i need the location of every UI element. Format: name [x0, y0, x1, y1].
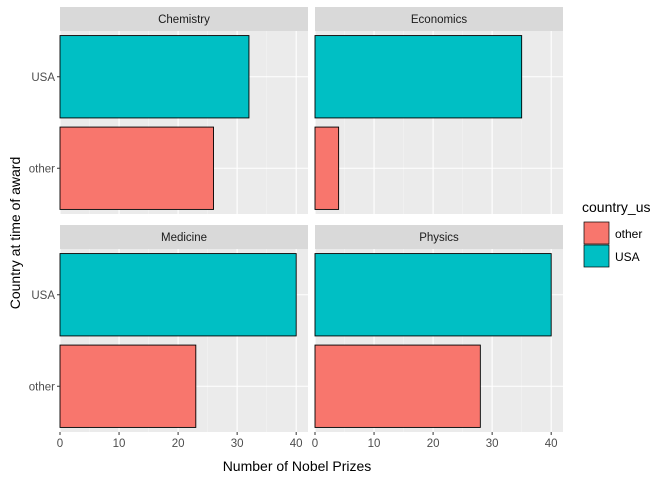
panel-chemistry: Chemistry — [59, 7, 308, 214]
x-axis-title: Number of Nobel Prizes — [223, 458, 372, 474]
y-tick-label: other — [29, 381, 55, 393]
panel-title: Physics — [419, 232, 459, 244]
bar-economics-other — [314, 126, 340, 210]
panel-physics: Physics — [314, 225, 563, 432]
x-tick-label: 30 — [486, 438, 499, 450]
bar-economics-usa — [314, 35, 523, 119]
bar-chemistry-other — [59, 126, 214, 210]
panel-economics: Economics — [314, 7, 563, 214]
legend-label-usa: USA — [615, 250, 640, 264]
panels-layer: Chemistry Economics Medicine Physics — [59, 7, 563, 432]
bar-medicine-other — [59, 344, 197, 428]
x-tick-label: 30 — [231, 438, 244, 450]
panel-title: Economics — [411, 14, 467, 26]
y-tick-label: other — [29, 163, 55, 175]
panel-strip — [60, 225, 308, 249]
legend-swatch-other — [583, 221, 610, 245]
x-tick-label: 40 — [545, 438, 558, 450]
bar-physics-other — [314, 344, 481, 428]
y-tick-label: USA — [31, 290, 55, 302]
axes-layer: USA other USA other 0 10 20 30 40 0 10 20 30 40 — [29, 72, 558, 450]
panel-medicine: Medicine — [59, 225, 308, 432]
y-tick-label: USA — [31, 72, 55, 84]
x-tick-label: 0 — [312, 438, 318, 450]
bar-physics-usa — [314, 253, 552, 337]
bar-chemistry-usa — [59, 35, 250, 119]
x-tick-label: 40 — [290, 438, 303, 450]
panel-strip — [60, 7, 308, 31]
x-tick-label: 0 — [57, 438, 63, 450]
panel-strip — [315, 225, 563, 249]
bar-medicine-usa — [59, 253, 297, 337]
legend-label-other: other — [615, 227, 642, 241]
panel-title: Medicine — [161, 232, 207, 244]
legend-title: country_us — [582, 199, 650, 215]
legend-swatch-usa — [583, 244, 610, 268]
x-tick-label: 20 — [427, 438, 440, 450]
y-axis-title: Country at time of award — [7, 157, 23, 310]
panel-title: Chemistry — [158, 14, 210, 26]
panel-strip — [315, 7, 563, 31]
x-tick-label: 20 — [172, 438, 185, 450]
x-tick-label: 10 — [113, 438, 126, 450]
x-tick-label: 10 — [368, 438, 381, 450]
legend: country_us other USA — [582, 199, 650, 268]
